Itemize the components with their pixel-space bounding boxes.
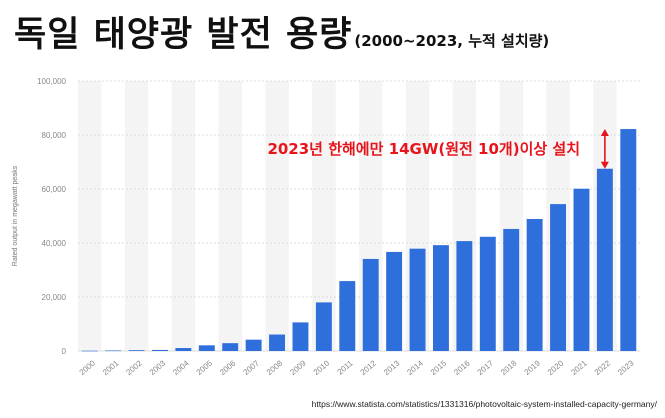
bar-2021 [573, 188, 590, 351]
column-band [265, 81, 289, 351]
x-tick-label: 2017 [476, 358, 496, 377]
bar-2010 [315, 302, 332, 351]
bar-2009 [292, 322, 309, 351]
x-tick-label: 2000 [78, 358, 98, 377]
page-title: 독일 태양광 발전 용량 [14, 15, 353, 55]
x-axis-ticks: 2000 2001 2002 2003 2004 2005 2006 2007 2008 2009… [78, 358, 636, 377]
x-tick-label: 2023 [616, 358, 636, 377]
annotation-arrowhead-down [600, 161, 609, 169]
x-tick-label: 2003 [148, 358, 168, 377]
x-tick-label: 2016 [452, 358, 472, 377]
column-band [218, 81, 242, 351]
bar-2011 [339, 281, 356, 351]
x-tick-label: 2002 [124, 358, 144, 377]
x-tick-label: 2014 [405, 358, 425, 377]
bar-2003 [151, 349, 168, 351]
x-tick-label: 2006 [218, 358, 238, 377]
x-tick-label: 2022 [593, 358, 613, 377]
gridlines [78, 80, 640, 352]
y-axis-ticks: 0 20,000 40,000 60,000 80,000 100,000 [37, 77, 66, 356]
y-tick-label: 60,000 [42, 185, 67, 194]
x-tick-label: 2020 [546, 358, 566, 377]
x-tick-label: 2001 [101, 358, 121, 377]
y-tick-label: 0 [62, 347, 67, 356]
bar-2019 [526, 218, 543, 351]
x-tick-label: 2019 [522, 358, 542, 377]
annotation: 2023년 한해에만 14GW(원전 10개)이상 설치 [267, 129, 609, 169]
bar-2014 [409, 248, 426, 351]
bar-2022 [596, 168, 613, 351]
x-tick-label: 2008 [265, 358, 285, 377]
bar-2004 [175, 348, 192, 351]
bars [81, 129, 637, 352]
column-band [78, 81, 102, 351]
x-tick-label: 2015 [429, 358, 449, 377]
y-axis-label: Rated output in megawatt peaks [12, 165, 19, 266]
x-tick-label: 2005 [195, 358, 215, 377]
y-tick-label: 80,000 [42, 131, 67, 140]
x-tick-label: 2004 [171, 358, 191, 377]
bar-2016 [456, 241, 473, 351]
bar-2017 [479, 236, 496, 351]
bar-2002 [128, 350, 145, 351]
column-band [312, 81, 336, 351]
column-band [124, 81, 149, 351]
x-tick-label: 2018 [499, 358, 519, 377]
x-tick-label: 2021 [569, 358, 589, 377]
annotation-text: 2023년 한해에만 14GW(원전 10개)이상 설치 [267, 140, 580, 158]
annotation-arrowhead-up [600, 129, 609, 137]
page-subtitle: (2000~2023, 누적 설치량) [354, 32, 550, 50]
source-url: https://www.statista.com/statistics/1331… [311, 399, 657, 409]
column-band [171, 81, 196, 351]
bar-2000 [81, 350, 98, 352]
x-tick-label: 2012 [359, 358, 379, 377]
bar-2012 [362, 258, 379, 351]
bar-2001 [105, 350, 122, 352]
bar-2023 [620, 129, 637, 351]
y-tick-label: 40,000 [42, 239, 67, 248]
bar-2015 [432, 245, 449, 351]
y-tick-label: 20,000 [42, 293, 67, 302]
bar-2018 [503, 228, 520, 351]
bar-2020 [550, 204, 567, 351]
bar-2005 [198, 345, 215, 351]
y-tick-label: 100,000 [37, 77, 66, 86]
chart-title: 독일 태양광 발전 용량 (2000~2023, 누적 설치량) [14, 6, 549, 57]
x-tick-label: 2013 [382, 358, 402, 377]
x-tick-label: 2011 [336, 358, 355, 376]
bar-2006 [222, 343, 239, 351]
bar-2008 [269, 334, 286, 351]
bar-2013 [386, 251, 403, 351]
bar-2007 [245, 339, 262, 351]
x-tick-label: 2007 [241, 358, 261, 377]
x-tick-label: 2009 [288, 358, 308, 377]
x-tick-label: 2010 [312, 358, 332, 377]
